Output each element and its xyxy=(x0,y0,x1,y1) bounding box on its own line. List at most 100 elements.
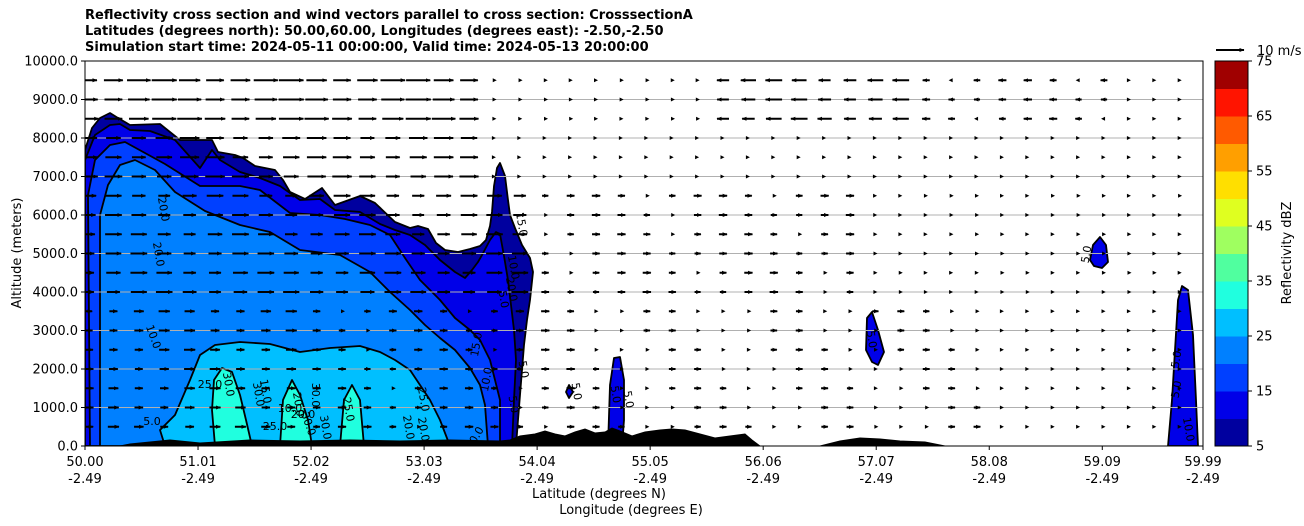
y-tick-label: 5000.0 xyxy=(33,247,79,262)
title-line-1: Reflectivity cross section and wind vect… xyxy=(85,8,693,23)
wind-vector xyxy=(542,174,547,179)
wind-vector xyxy=(974,155,979,160)
wind-vector xyxy=(1025,174,1030,179)
wind-vector xyxy=(1076,367,1081,371)
contour-label: 5.0 xyxy=(864,330,880,349)
wind-vector xyxy=(747,405,752,410)
wind-vector xyxy=(898,290,903,294)
wind-vector xyxy=(873,232,878,237)
contour-label: 10.0 xyxy=(505,254,522,280)
wind-vector xyxy=(493,347,498,352)
y-tick-label: 0.0 xyxy=(57,440,78,455)
wind-vector xyxy=(695,136,700,140)
contour-label: 5.0 xyxy=(1169,350,1185,369)
wind-vector xyxy=(366,328,371,333)
wind-vector xyxy=(1177,347,1182,352)
wind-vector xyxy=(1076,193,1081,198)
contour-label: 20.0 xyxy=(291,408,316,421)
wind-vector xyxy=(1177,97,1182,102)
title-line-2: Latitudes (degrees north): 50.00,60.00, … xyxy=(85,24,664,39)
wind-vector xyxy=(669,174,674,179)
wind-vector xyxy=(644,174,649,179)
x-tick-lon: -2.49 xyxy=(859,472,893,487)
wind-vector xyxy=(1204,213,1208,217)
wind-vector xyxy=(593,174,598,179)
x-tick-lon: -2.49 xyxy=(294,472,328,487)
wind-vector xyxy=(1050,270,1055,275)
colorbar-tick-label: 55 xyxy=(1256,165,1273,180)
wind-vector xyxy=(1050,367,1055,371)
wind-vector xyxy=(645,193,650,198)
wind-vector xyxy=(1203,329,1207,333)
wind-vector xyxy=(1101,270,1106,275)
wind-vector xyxy=(593,136,598,140)
wind-vector xyxy=(669,155,674,160)
contour-label: 20.0 xyxy=(503,276,520,302)
wind-vector xyxy=(898,213,903,217)
wind-vector xyxy=(645,78,650,83)
wind-vector xyxy=(543,78,548,83)
wind-key-label: 10 m/s xyxy=(1257,44,1302,59)
contour-label: 15.0 xyxy=(257,378,274,404)
wind-vector xyxy=(872,174,877,179)
contour-label: 20.0 xyxy=(400,414,417,440)
wind-vector xyxy=(1025,367,1030,371)
wind-vector xyxy=(620,328,625,333)
wind-vector xyxy=(340,309,345,314)
wind-vector xyxy=(798,405,803,410)
wind-vector xyxy=(1102,232,1107,237)
wind-vector xyxy=(492,78,497,83)
colorbar-segment xyxy=(1215,391,1248,419)
wind-vector xyxy=(975,347,980,352)
wind-vector xyxy=(873,367,878,371)
wind-vector xyxy=(898,155,903,160)
wind-vector xyxy=(899,424,904,429)
colorbar-tick-label: 35 xyxy=(1256,275,1273,290)
wind-vector xyxy=(1127,270,1132,275)
wind-vector xyxy=(417,424,422,429)
wind-vector xyxy=(1076,251,1081,256)
wind-vector xyxy=(1000,193,1005,198)
wind-vector xyxy=(848,347,853,352)
wind-vector xyxy=(1050,309,1055,314)
wind-vector xyxy=(544,424,549,429)
wind-vector xyxy=(974,174,979,179)
wind-vector xyxy=(1076,386,1081,391)
wind-vector xyxy=(1025,232,1030,237)
wind-vector xyxy=(1025,193,1030,198)
tower-5dbz-d xyxy=(1167,285,1199,446)
wind-vector xyxy=(949,155,954,160)
wind-vector xyxy=(1076,136,1081,140)
wind-vector xyxy=(1203,290,1207,294)
wind-vector xyxy=(1101,347,1106,352)
wind-vector xyxy=(1126,347,1131,352)
colorbar-segment xyxy=(1215,336,1248,364)
wind-vector xyxy=(823,309,828,314)
wind-vector xyxy=(847,155,852,160)
wind-vector xyxy=(1152,290,1157,294)
wind-vector xyxy=(1076,309,1081,314)
wind-vector xyxy=(1025,424,1030,429)
wind-vector xyxy=(771,155,776,160)
wind-vector xyxy=(1126,309,1131,314)
x-tick-lon: -2.49 xyxy=(1085,472,1119,487)
wind-vector xyxy=(645,116,650,121)
contour-label: 20.0 xyxy=(290,391,307,417)
wind-vector xyxy=(999,155,1004,160)
y-tick-label: 1000.0 xyxy=(33,401,79,416)
wind-vector xyxy=(543,97,548,102)
wind-vector xyxy=(797,424,802,429)
wind-vector xyxy=(873,270,878,275)
wind-vector xyxy=(975,386,980,391)
wind-vector xyxy=(721,309,726,314)
x-tick-lat: 53.03 xyxy=(405,455,442,470)
wind-vector xyxy=(518,405,523,410)
wind-vector xyxy=(1152,386,1157,391)
wind-vector xyxy=(1126,174,1131,179)
wind-vector xyxy=(671,213,676,217)
title-line-3: Simulation start time: 2024-05-11 00:00:… xyxy=(85,40,649,55)
y-tick-label: 6000.0 xyxy=(33,209,79,224)
wind-vectors xyxy=(85,78,1208,429)
wind-vector xyxy=(899,367,904,371)
